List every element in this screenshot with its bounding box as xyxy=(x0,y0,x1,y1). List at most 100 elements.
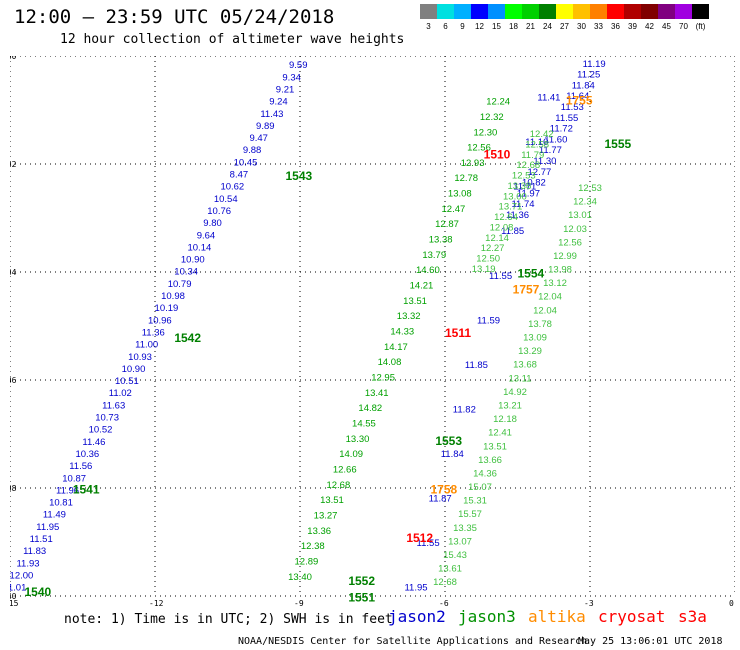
color-scale-label: 70 xyxy=(679,22,688,31)
swh-value: 15.07 xyxy=(468,482,492,493)
pass-time-label: 1552 xyxy=(348,574,375,588)
swh-value: 13.36 xyxy=(307,526,331,537)
swh-value: 12.30 xyxy=(473,127,497,138)
swh-value: 10.36 xyxy=(75,449,99,460)
swh-value: 11.02 xyxy=(109,388,132,399)
color-scale-label: 3 xyxy=(426,22,431,31)
swh-value: 12.95 xyxy=(371,373,395,384)
legend-jason3: jason3 xyxy=(458,607,516,626)
swh-value: 9.59 xyxy=(289,60,308,71)
color-swatch xyxy=(488,4,505,19)
swh-value: 11.60 xyxy=(544,134,567,145)
swh-value: 11.85 xyxy=(501,226,524,237)
swh-value: 11.85 xyxy=(465,360,488,371)
swh-value: 11.82 xyxy=(453,404,476,415)
swh-value: 11.19 xyxy=(583,59,606,70)
swh-value: 10.14 xyxy=(187,242,211,253)
pass-time-label: 1540 xyxy=(25,585,52,599)
swh-value: 11.72 xyxy=(550,124,573,135)
swh-value: 13.98 xyxy=(548,265,572,276)
swh-value: 12.56 xyxy=(467,143,491,154)
swh-value: 11.43 xyxy=(260,109,283,120)
legend-cryosat: cryosat xyxy=(598,607,666,626)
swh-value: 13.35 xyxy=(453,523,477,534)
swh-value: 9.34 xyxy=(282,72,301,83)
swh-value: 10.90 xyxy=(122,364,146,375)
swh-value: 13.66 xyxy=(478,455,502,466)
lat-tick-label: -38 xyxy=(10,484,17,493)
swh-value: 10.54 xyxy=(214,194,238,205)
swh-value: 10.76 xyxy=(207,206,231,217)
swh-value: 12.77 xyxy=(528,167,552,178)
swh-value: 12.66 xyxy=(333,464,357,475)
swh-value: 10.81 xyxy=(49,498,73,509)
swh-value: 10.98 xyxy=(161,291,185,302)
swh-value: 13.78 xyxy=(528,319,552,330)
swh-value: 11.97 xyxy=(517,188,540,199)
swh-value: 10.79 xyxy=(168,279,192,290)
swh-value: 13.71 xyxy=(499,202,523,213)
swh-value: 13.07 xyxy=(448,536,472,547)
swh-value: 9.24 xyxy=(269,97,288,108)
swh-value: 10.82 xyxy=(522,178,546,189)
legend-s3a: s3a xyxy=(678,607,707,626)
swh-value: 12.53 xyxy=(512,171,536,182)
swh-value: 10.87 xyxy=(62,473,86,484)
swh-value: 11.25 xyxy=(577,70,600,81)
color-scale-label: 27 xyxy=(560,22,569,31)
pass-time-label: 1755 xyxy=(566,94,593,108)
swh-value: 11.30 xyxy=(533,156,556,167)
color-scale-label: 18 xyxy=(509,22,518,31)
swh-value: 12.34 xyxy=(573,197,597,208)
swh-value: 14.17 xyxy=(384,342,408,353)
swh-value: 13.09 xyxy=(523,333,547,344)
pass-time-label: 1758 xyxy=(431,482,458,496)
pass-time-label: 1756 xyxy=(580,56,607,59)
swh-value: 12.58 xyxy=(525,139,549,150)
swh-value: 11.95 xyxy=(36,522,59,533)
swh-value: 10.90 xyxy=(181,255,205,266)
swh-value: 12.56 xyxy=(558,237,582,248)
color-swatch xyxy=(590,4,607,19)
swh-value: 9.88 xyxy=(243,145,262,156)
swh-value: 9.88 xyxy=(552,56,571,59)
swh-value: 10.52 xyxy=(89,425,113,436)
pass-time-label: 1555 xyxy=(605,137,632,151)
lon-tick-label: -3 xyxy=(584,599,594,608)
swh-value: 12.93 xyxy=(461,158,485,169)
pass-time-label: 1510 xyxy=(484,148,511,162)
pass-time-label: 1512 xyxy=(406,531,433,545)
footer-note: note: 1) Time is in UTC; 2) SWH is in fe… xyxy=(64,612,393,627)
swh-value: 12.14 xyxy=(485,233,509,244)
color-swatch xyxy=(692,4,709,19)
swh-value: 12.42 xyxy=(530,129,554,140)
swh-value: 11.64 xyxy=(566,91,589,102)
swh-value: 11.87 xyxy=(429,494,452,505)
swh-value: 8.47 xyxy=(230,170,249,181)
swh-value: 11.96 xyxy=(56,485,79,496)
swh-value: 11.10 xyxy=(525,137,548,148)
swh-value: 11.36 xyxy=(506,210,529,221)
swh-value: 12.00 xyxy=(10,570,33,581)
swh-value: 14.33 xyxy=(390,327,414,338)
swh-value: 13.61 xyxy=(438,564,462,575)
color-scale-label: 39 xyxy=(628,22,637,31)
swh-value: 15.57 xyxy=(458,509,482,520)
swh-value: 13.40 xyxy=(288,572,312,583)
legend-jason2: jason2 xyxy=(388,607,446,626)
swh-value: 12.47 xyxy=(442,204,466,215)
color-scale-swatches xyxy=(420,4,736,19)
swh-value: 13.68 xyxy=(513,360,537,371)
swh-value: 12.18 xyxy=(493,414,517,425)
color-scale-label: 15 xyxy=(492,22,501,31)
swh-value: 12.68 xyxy=(326,480,350,491)
swh-value: 11.77 xyxy=(539,145,562,156)
swh-value: 14.92 xyxy=(503,387,527,398)
swh-value: 13.32 xyxy=(397,311,421,322)
swh-value: 10.96 xyxy=(148,315,172,326)
pass-time-label: 1551 xyxy=(348,590,375,604)
color-scale-label: 45 xyxy=(662,22,671,31)
color-scale-label: 21 xyxy=(526,22,535,31)
swh-value: 14.60 xyxy=(416,265,440,276)
legend-altika: altika xyxy=(528,607,586,626)
